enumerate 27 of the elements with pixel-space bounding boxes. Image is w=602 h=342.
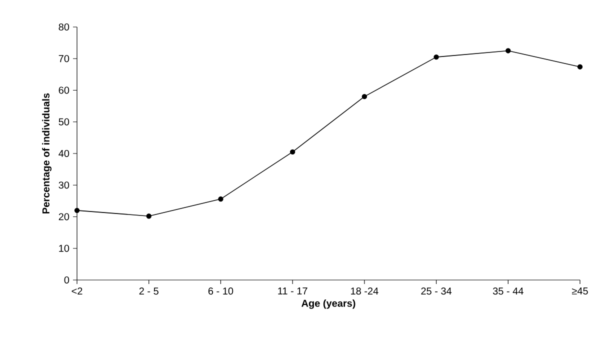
y-tick-label: 10 bbox=[59, 244, 70, 252]
point bbox=[74, 208, 80, 214]
point bbox=[146, 214, 152, 219]
x-tick-label: 11 - 17 bbox=[278, 288, 308, 294]
y-tick-label: 0 bbox=[64, 276, 70, 284]
x-tick-label: 25 - 34 bbox=[421, 288, 452, 295]
point bbox=[218, 196, 224, 202]
point bbox=[577, 64, 583, 70]
x-tick-label: 35 - 44 bbox=[492, 288, 524, 295]
x-tick-label: 2 - 5 bbox=[139, 288, 158, 295]
x-tick-label: <2 bbox=[72, 288, 82, 294]
y-tick-label: 70 bbox=[58, 55, 70, 62]
point bbox=[290, 149, 296, 155]
y-tick-label: 50 bbox=[58, 118, 70, 126]
y-tick-label: 60 bbox=[58, 86, 70, 94]
point bbox=[362, 94, 368, 100]
x-axis-title: Age (years) bbox=[302, 299, 356, 309]
y-tick-label: 40 bbox=[58, 150, 70, 158]
y-tick-label: 30 bbox=[58, 182, 70, 189]
point bbox=[506, 48, 511, 54]
y-tick-label: 20 bbox=[58, 213, 70, 220]
x-tick-label: 6 - 10 bbox=[208, 288, 234, 295]
x-tick-label: 18 -24 bbox=[351, 288, 378, 295]
point bbox=[434, 54, 439, 60]
y-tick-label: 80 bbox=[58, 23, 70, 31]
y-axis-title: Percentage of individuals bbox=[42, 93, 52, 214]
x-tick-label: ≥45 bbox=[572, 288, 588, 294]
